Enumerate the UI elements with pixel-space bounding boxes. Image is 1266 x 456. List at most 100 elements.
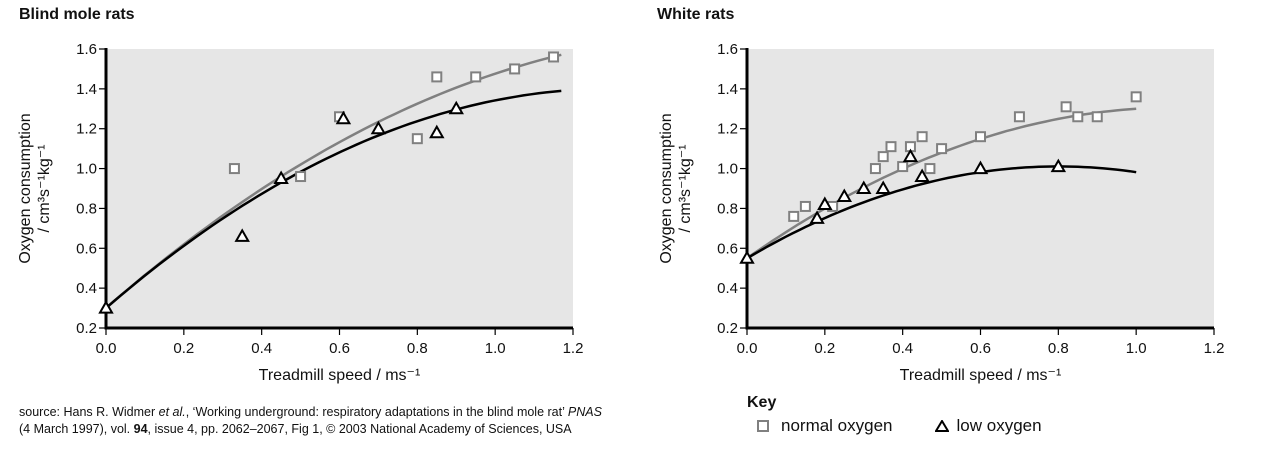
data-point-normal-oxygen [295,171,307,183]
data-point-normal-oxygen [897,161,909,173]
legend-item-normal-oxygen: normal oxygen [757,416,893,436]
data-point-normal-oxygen [1072,111,1084,123]
data-point-low-oxygen [809,210,825,224]
y-tick-label: 0.6 [717,240,738,257]
y-axis-title: Oxygen consumption [658,113,675,263]
data-point-low-oxygen [902,148,919,163]
data-point-low-oxygen [234,228,250,242]
data-point-normal-oxygen [1130,91,1142,103]
x-tick-label: 0.4 [251,340,272,357]
y-tick-label: 1.4 [717,81,738,98]
legend-item-low-oxygen: low oxygen [934,416,1042,436]
y-tick-label: 0.4 [76,280,97,297]
chart-title-white-rats: White rats [657,6,735,23]
source-date: (4 March 1997), vol. [19,422,134,436]
y-tick-label: 0.8 [76,200,97,217]
data-point-low-oxygen [448,100,464,115]
x-tick-label: 0.0 [737,340,758,357]
data-point-low-oxygen [836,188,853,202]
data-point-low-oxygen [370,120,387,135]
y-axis-title: Oxygen consumption [17,113,34,263]
legend-label-low-oxygen: low oxygen [956,416,1042,435]
data-point-low-oxygen [335,110,352,125]
x-tick-label: 1.2 [563,340,584,357]
data-point-normal-oxygen [548,51,560,63]
data-point-normal-oxygen [1060,101,1072,113]
x-tick-label: 1.2 [1204,340,1225,357]
data-point-normal-oxygen [975,131,986,143]
source-etal: et al. [158,405,186,419]
legend-title: Key [747,394,777,411]
data-point-normal-oxygen [509,63,521,75]
data-point-normal-oxygen [228,163,240,175]
data-point-normal-oxygen [470,71,482,83]
y-tick-label: 1.6 [76,41,97,58]
x-tick-label: 0.8 [407,340,428,357]
data-point-normal-oxygen [885,141,897,153]
chart-white-rats: 0.2 0.4 0.6 0.8 1.0 1.2 1.4 1.6 0.0 0.2 0.4 0.6 0.8 1… [658,41,1225,384]
y-tick-label: 1.0 [76,161,97,178]
data-point-normal-oxygen [877,151,889,163]
chart-title-blind-mole-rats: Blind mole rats [19,6,135,23]
legend-row: normal oxygen low oxygen [747,416,1074,436]
data-point-low-oxygen [817,196,833,210]
fit-curve-low-oxygen [105,89,562,310]
square-marker-icon [757,420,769,432]
data-point-normal-oxygen [788,210,800,222]
data-point-low-oxygen [875,180,891,194]
x-tick-label: 0.4 [892,340,913,357]
x-tick-label: 0.6 [329,340,350,357]
data-point-normal-oxygen [431,71,443,83]
y-tick-label: 0.6 [76,240,97,257]
y-tick-label: 1.6 [717,41,738,58]
x-tick-label: 1.0 [1126,340,1147,357]
source-line-1: source: Hans R. Widmer et al., ‘Working … [19,404,602,421]
y-tick-label: 1.2 [76,121,97,138]
data-point-low-oxygen [739,250,755,264]
y-tick-label: 0.8 [717,200,738,217]
x-tick-label: 0.8 [1048,340,1069,357]
y-tick-label: 1.0 [717,161,738,178]
y-axis-unit: / cm³s⁻¹kg⁻¹ [36,145,53,233]
y-tick-label: 1.4 [76,81,97,98]
data-point-low-oxygen [972,160,989,175]
plot-area [106,49,573,328]
data-point-low-oxygen [1050,158,1067,173]
x-tick-label: 0.2 [173,340,194,357]
plot-area [747,49,1214,328]
source-journal: PNAS [567,405,602,419]
legend-label-normal-oxygen: normal oxygen [781,416,893,435]
chart-blind-mole-rats: 0.2 0.4 0.6 0.8 1.0 1.2 1.4 1.6 0.0 0.2 0.4 0.6 0.8 1… [17,41,584,384]
source-line-2: (4 March 1997), vol. 94, issue 4, pp. 20… [19,421,602,438]
x-tick-label: 0.2 [814,340,835,357]
x-axis-title: Treadmill speed / ms⁻¹ [259,367,421,384]
y-tick-label: 1.2 [717,121,738,138]
source-volume: 94 [133,422,148,436]
x-tick-label: 0.6 [970,340,991,357]
x-tick-label: 1.0 [485,340,506,357]
data-point-low-oxygen [429,124,445,139]
data-point-low-oxygen [914,168,930,183]
source-title: , ‘Working underground: respiratory adap… [185,405,568,419]
x-axis-title: Treadmill speed / ms⁻¹ [900,367,1062,384]
source-citation: source: Hans R. Widmer et al., ‘Working … [19,404,602,438]
y-tick-label: 0.2 [76,320,97,337]
y-tick-label: 0.4 [717,280,738,297]
x-tick-label: 0.0 [96,340,117,357]
source-pages: , issue 4, pp. 2062–2067, Fig 1, © 2003 … [147,422,572,436]
fit-curve-low-oxygen [746,165,1137,260]
data-point-normal-oxygen [916,131,928,143]
data-point-low-oxygen [98,300,114,314]
data-point-normal-oxygen [799,200,811,212]
data-point-normal-oxygen [936,143,948,155]
data-point-normal-oxygen [924,163,936,175]
legend: Key normal oxygen low oxygen [747,394,1074,436]
triangle-marker-icon [934,420,949,432]
data-point-low-oxygen [273,170,289,185]
y-axis-unit: / cm³s⁻¹kg⁻¹ [677,145,694,233]
data-point-normal-oxygen [1013,111,1025,123]
data-point-normal-oxygen [411,133,423,145]
data-point-low-oxygen [856,180,872,194]
y-tick-label: 0.2 [717,320,738,337]
source-prefix: source: Hans R. Widmer [19,405,159,419]
